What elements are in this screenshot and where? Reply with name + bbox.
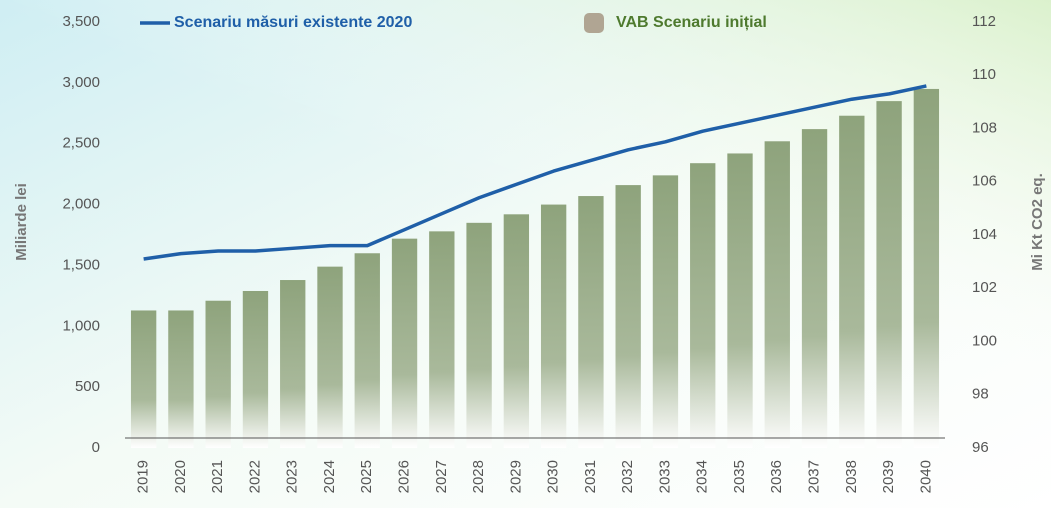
y-tick-label: 2,000 bbox=[62, 196, 100, 213]
x-tick-label: 2026 bbox=[396, 460, 413, 493]
x-tick-label: 2020 bbox=[172, 460, 189, 493]
y-tick-label: 3,500 bbox=[62, 13, 100, 30]
y2-tick-label: 112 bbox=[972, 13, 996, 30]
bar bbox=[652, 175, 679, 449]
legend-label: VAB Scenariu inițial bbox=[616, 14, 767, 31]
bar bbox=[690, 163, 716, 448]
y2-tick-label: 110 bbox=[972, 66, 996, 83]
y-tick-label: 500 bbox=[75, 378, 100, 395]
bar bbox=[503, 214, 530, 448]
y2-tick-label: 98 bbox=[972, 386, 989, 403]
legend-label: Scenariu măsuri existente 2020 bbox=[174, 14, 412, 31]
x-tick-label: 2022 bbox=[246, 460, 263, 493]
y2-tick-label: 100 bbox=[972, 332, 997, 349]
y2-tick-label: 96 bbox=[972, 439, 989, 456]
y2-tick-label: 106 bbox=[972, 173, 997, 190]
bar bbox=[168, 310, 194, 448]
bar bbox=[913, 88, 940, 448]
bar bbox=[205, 300, 231, 448]
x-tick-label: 2029 bbox=[507, 460, 524, 493]
x-tick-label: 2027 bbox=[433, 460, 450, 493]
y2-tick-label: 108 bbox=[972, 119, 997, 136]
x-tick-label: 2039 bbox=[880, 460, 897, 493]
x-tick-label: 2024 bbox=[321, 460, 338, 493]
x-tick-label: 2033 bbox=[656, 460, 673, 493]
bar bbox=[317, 266, 343, 448]
line-series bbox=[143, 84, 927, 261]
bar bbox=[615, 185, 641, 448]
x-tick-label: 2037 bbox=[806, 460, 823, 493]
bar bbox=[391, 238, 418, 448]
x-tick-label: 2025 bbox=[358, 460, 375, 493]
bar bbox=[130, 310, 157, 448]
bar bbox=[466, 222, 492, 448]
bar bbox=[578, 196, 604, 448]
x-tick-label: 2030 bbox=[545, 460, 562, 493]
x-tick-label: 2021 bbox=[209, 460, 226, 493]
legend-swatch bbox=[584, 13, 604, 33]
y-tick-label: 1,500 bbox=[62, 256, 100, 273]
bar bbox=[764, 141, 790, 448]
y-axis-label: Miliarde lei bbox=[13, 183, 30, 261]
x-tick-label: 2036 bbox=[768, 460, 785, 493]
x-tick-label: 2032 bbox=[619, 460, 636, 493]
x-tick-label: 2035 bbox=[731, 460, 748, 493]
bar bbox=[727, 153, 753, 449]
y2-tick-label: 104 bbox=[972, 226, 997, 243]
y-tick-label: 2,500 bbox=[62, 135, 100, 152]
x-tick-label: 2028 bbox=[470, 460, 487, 493]
bar bbox=[354, 253, 380, 448]
bar bbox=[242, 290, 269, 448]
bar bbox=[540, 204, 567, 448]
y-tick-label: 1,000 bbox=[62, 317, 100, 334]
x-tick-label: 2038 bbox=[843, 460, 860, 493]
bar bbox=[280, 280, 306, 448]
x-tick-label: 2023 bbox=[284, 460, 301, 493]
y-tick-label: 0 bbox=[92, 439, 100, 456]
x-tick-label: 2040 bbox=[917, 460, 934, 493]
bar bbox=[876, 101, 902, 448]
x-tick-label: 2019 bbox=[135, 460, 152, 493]
y-tick-label: 3,000 bbox=[62, 74, 100, 91]
bar bbox=[801, 129, 828, 448]
bar bbox=[429, 231, 455, 448]
y2-axis-label: Mi Kt CO2 eq. bbox=[1029, 173, 1046, 271]
bar bbox=[839, 115, 865, 448]
y2-tick-label: 102 bbox=[972, 279, 997, 296]
x-tick-label: 2031 bbox=[582, 460, 599, 493]
x-tick-label: 2034 bbox=[694, 460, 711, 493]
